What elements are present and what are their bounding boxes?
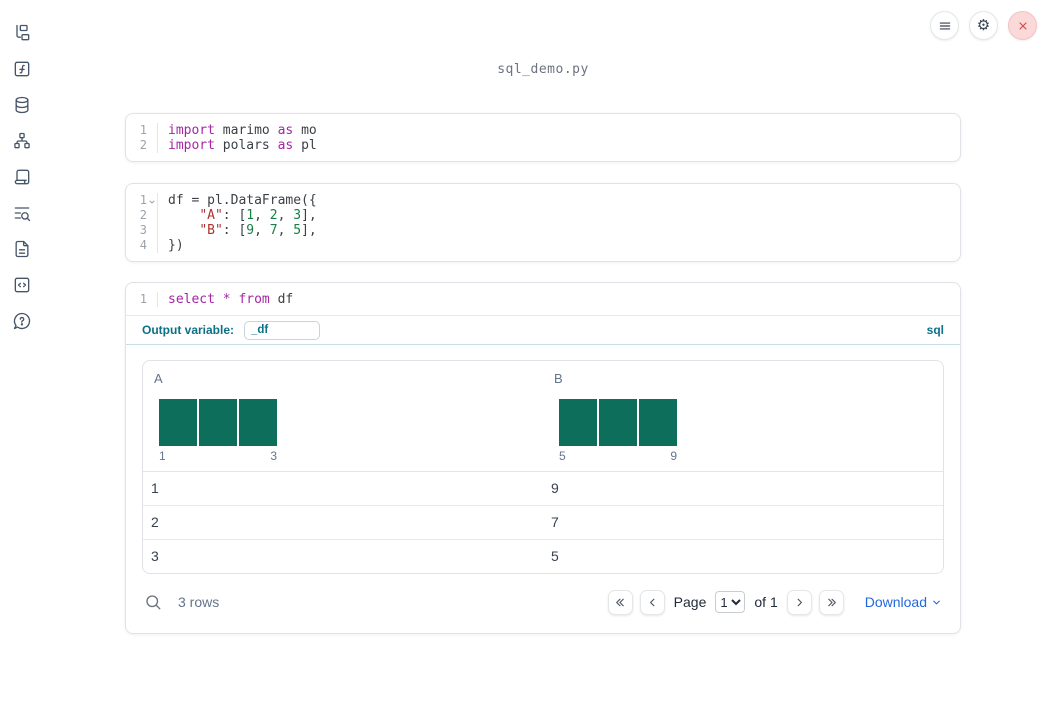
shutdown-button[interactable] bbox=[1008, 11, 1037, 40]
sql-language-badge: sql bbox=[926, 323, 944, 337]
sql-editor[interactable]: 1 select * from df bbox=[126, 283, 960, 315]
documentation-search-icon[interactable] bbox=[12, 203, 32, 223]
line-number: 2 bbox=[126, 138, 158, 153]
histogram-bar bbox=[159, 399, 197, 446]
window-controls: ⚙ bbox=[930, 11, 1037, 40]
page-label: Page bbox=[673, 594, 707, 610]
line-number: 1 bbox=[126, 193, 158, 208]
column-histogram bbox=[159, 399, 535, 446]
column-label: A bbox=[154, 371, 163, 386]
next-page-button[interactable] bbox=[786, 589, 812, 615]
code-cell-imports[interactable]: 1 import marimo as mo 2 import polars as pl bbox=[125, 113, 961, 162]
download-button[interactable]: Download bbox=[865, 594, 942, 610]
code-editor[interactable]: 1 df = pl.DataFrame({2 "A": [1, 2, 3], 3 "… bbox=[126, 184, 960, 261]
histogram-bar bbox=[639, 399, 677, 446]
table-cell: 9 bbox=[551, 480, 559, 496]
table-cell: 5 bbox=[551, 548, 559, 564]
code-line[interactable]: 1 select * from df bbox=[126, 292, 960, 307]
close-icon bbox=[1018, 21, 1027, 30]
page-select[interactable]: 1 bbox=[715, 591, 746, 613]
menu-button[interactable] bbox=[930, 11, 959, 40]
line-number: 4 bbox=[126, 238, 158, 253]
histogram-bar bbox=[199, 399, 237, 446]
line-number: 1 bbox=[126, 123, 158, 138]
table-cell: 3 bbox=[151, 548, 159, 564]
line-number: 1 bbox=[126, 292, 158, 307]
column-histogram bbox=[559, 399, 935, 446]
code-editor[interactable]: 1 import marimo as mo 2 import polars as pl bbox=[126, 114, 960, 161]
variables-icon[interactable] bbox=[12, 59, 32, 79]
histogram-bar bbox=[559, 399, 597, 446]
table-footer: 3 rows Page 1 of 1 bbox=[142, 585, 944, 619]
data-sources-icon[interactable] bbox=[12, 95, 32, 115]
pagination: Page 1 of 1 Download bbox=[607, 589, 942, 615]
output-variable-row: Output variable: sql bbox=[126, 315, 960, 345]
dependency-graph-icon[interactable] bbox=[12, 131, 32, 151]
help-icon[interactable] bbox=[12, 311, 32, 331]
row-count: 3 rows bbox=[178, 594, 220, 610]
logs-icon[interactable] bbox=[12, 167, 32, 187]
code-line[interactable]: 3 "B": [9, 7, 5], bbox=[126, 223, 960, 238]
code-line[interactable]: 1 import marimo as mo bbox=[126, 123, 960, 138]
settings-button[interactable]: ⚙ bbox=[969, 11, 998, 40]
first-page-button[interactable] bbox=[607, 589, 633, 615]
last-page-button[interactable] bbox=[818, 589, 844, 615]
scratchpad-icon[interactable] bbox=[12, 239, 32, 259]
output-variable-label: Output variable: bbox=[142, 323, 235, 337]
code-line[interactable]: 4}) bbox=[126, 238, 960, 253]
output-variable-input[interactable] bbox=[244, 320, 321, 340]
histogram-bar bbox=[599, 399, 637, 446]
chevron-down-icon bbox=[933, 600, 940, 604]
histogram-bar bbox=[239, 399, 277, 446]
line-number: 3 bbox=[126, 223, 158, 238]
table-cell: 2 bbox=[151, 514, 159, 530]
previous-page-button[interactable] bbox=[639, 589, 665, 615]
sidebar bbox=[0, 0, 44, 713]
table-cell: 1 bbox=[151, 480, 159, 496]
code-line[interactable]: 1 df = pl.DataFrame({ bbox=[126, 193, 960, 208]
notebook-filename: sql_demo.py bbox=[497, 62, 589, 77]
snippets-icon[interactable] bbox=[12, 275, 32, 295]
notebook: sql_demo.py 1 import marimo as mo 2 import … bbox=[125, 0, 961, 634]
fold-chevron-icon[interactable] bbox=[148, 198, 156, 206]
code-cell-dataframe[interactable]: 1 df = pl.DataFrame({2 "A": [1, 2, 3], 3 "… bbox=[125, 183, 961, 262]
column-label: B bbox=[554, 371, 563, 386]
file-explorer-icon[interactable] bbox=[12, 23, 32, 43]
table-cell: 7 bbox=[551, 514, 559, 530]
gear-icon: ⚙ bbox=[976, 16, 991, 34]
page-of-label: of 1 bbox=[754, 594, 778, 610]
line-number: 2 bbox=[126, 208, 158, 223]
search-icon[interactable] bbox=[144, 593, 162, 611]
code-line[interactable]: 2 import polars as pl bbox=[126, 138, 960, 153]
code-line[interactable]: 2 "A": [1, 2, 3], bbox=[126, 208, 960, 223]
